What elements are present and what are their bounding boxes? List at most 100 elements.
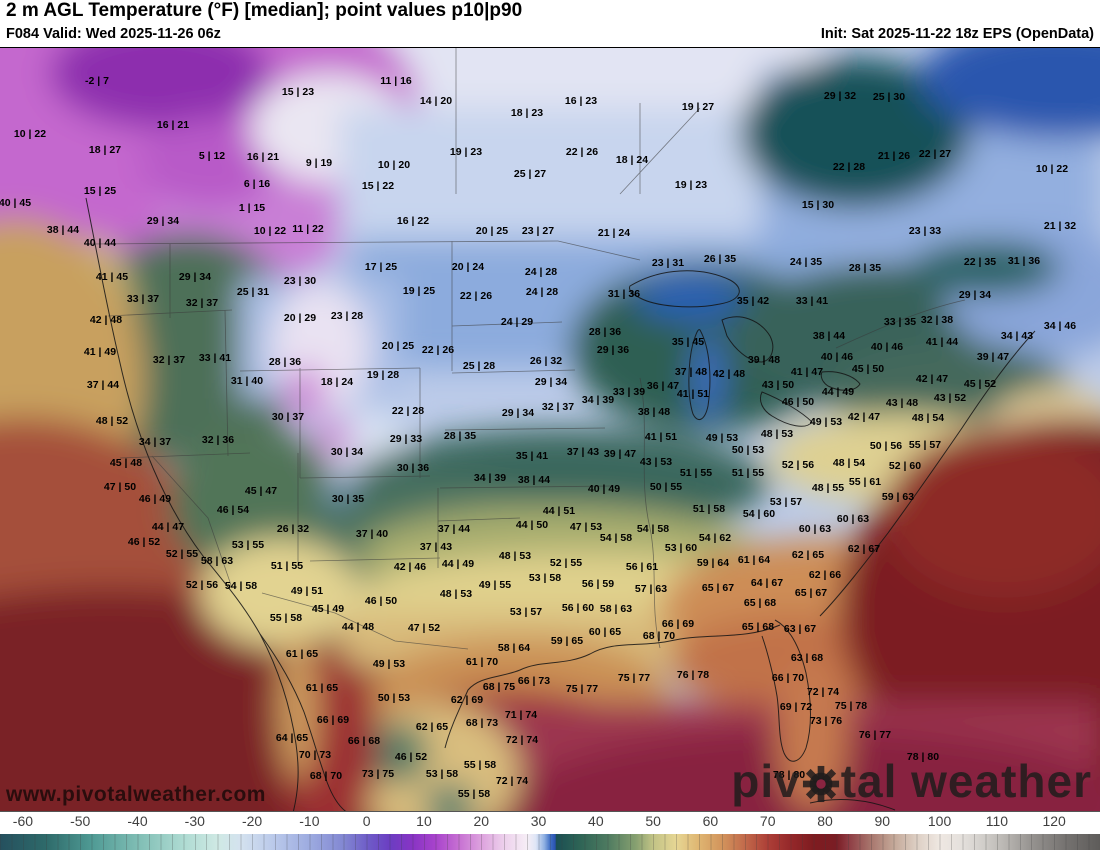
point-value: 1 | 15	[238, 202, 266, 214]
point-value: 40 | 46	[820, 351, 854, 363]
point-value: 18 | 24	[320, 376, 354, 388]
point-value: 16 | 23	[564, 95, 598, 107]
point-value: 61 | 65	[285, 648, 319, 660]
coastline-borders	[85, 197, 1036, 811]
colorbar-tick-label: -50	[70, 813, 91, 829]
colorbar-tick-label: 20	[473, 813, 490, 829]
point-value: 37 | 43	[566, 446, 600, 458]
colorbar-tick-label: 90	[874, 813, 891, 829]
point-value: 30 | 35	[331, 493, 365, 505]
point-value: 50 | 56	[869, 440, 903, 452]
point-value: 22 | 26	[459, 290, 493, 302]
point-value: 55 | 57	[908, 439, 942, 451]
point-value: 30 | 37	[271, 411, 305, 423]
point-value: 63 | 67	[783, 623, 817, 635]
point-value: 44 | 49	[441, 558, 475, 570]
valid-time: F084 Valid: Wed 2025-11-26 06z	[6, 26, 221, 42]
colorbar-tick-label: 0	[362, 813, 371, 829]
point-value: 75 | 77	[617, 672, 651, 684]
point-value: 51 | 58	[692, 503, 726, 515]
colorbar-tick-label: -10	[299, 813, 320, 829]
point-value: 14 | 20	[419, 95, 453, 107]
point-value: 41 | 51	[644, 431, 678, 443]
point-value: 35 | 41	[515, 450, 549, 462]
colorbar-tick-label: -40	[127, 813, 148, 829]
point-value: 62 | 65	[415, 721, 449, 733]
point-value: 63 | 68	[790, 652, 824, 664]
point-value: 51 | 55	[679, 467, 713, 479]
colorbar-tick-label: -20	[241, 813, 263, 829]
point-value: 66 | 69	[661, 618, 695, 630]
point-value: 52 | 55	[165, 548, 199, 560]
point-value: 19 | 25	[402, 285, 436, 297]
point-value: 53 | 55	[231, 539, 265, 551]
point-value: 38 | 44	[812, 330, 846, 342]
point-value: 45 | 47	[244, 485, 278, 497]
point-value: 44 | 51	[542, 505, 576, 517]
point-value: 42 | 48	[89, 314, 123, 326]
point-value: 23 | 33	[908, 225, 942, 237]
point-value: 64 | 65	[275, 732, 309, 744]
point-value: 48 | 54	[911, 412, 945, 424]
point-value: 48 | 55	[811, 482, 845, 494]
logo-text-suffix: tal weather	[840, 755, 1092, 807]
point-value: 48 | 53	[760, 428, 794, 440]
point-value: 49 | 53	[372, 658, 406, 670]
point-value: 44 | 47	[151, 521, 185, 533]
point-value: 62 | 66	[808, 569, 842, 581]
point-value: 42 | 46	[393, 561, 427, 573]
point-value: 54 | 58	[224, 580, 258, 592]
point-value: 40 | 49	[587, 483, 621, 495]
point-value: 21 | 26	[877, 150, 911, 162]
point-value: 24 | 35	[789, 256, 823, 268]
point-value: 59 | 65	[550, 635, 584, 647]
point-value: 5 | 12	[198, 150, 226, 162]
point-value: 48 | 53	[439, 588, 473, 600]
point-value: 65 | 68	[743, 597, 777, 609]
gear-icon	[802, 765, 839, 803]
point-value: 26 | 32	[276, 523, 310, 535]
colorbar-tick-label: -30	[184, 813, 205, 829]
point-value: 66 | 69	[316, 714, 350, 726]
colorbar-segment-lines	[0, 834, 1100, 850]
point-value: 38 | 44	[46, 224, 80, 236]
point-value: 16 | 22	[396, 215, 430, 227]
point-value: 22 | 28	[391, 405, 425, 417]
point-value: 33 | 35	[883, 316, 917, 328]
point-value: -2 | 7	[85, 75, 109, 87]
point-value: 29 | 32	[823, 90, 857, 102]
point-value: 40 | 45	[0, 197, 32, 209]
point-value: 46 | 52	[127, 536, 161, 548]
point-value: 37 | 40	[355, 528, 389, 540]
temperature-field-art	[0, 48, 1100, 811]
point-value: 22 | 28	[832, 161, 866, 173]
point-value: 46 | 50	[781, 396, 815, 408]
point-value: 40 | 44	[83, 237, 117, 249]
point-value: 41 | 47	[790, 366, 824, 378]
point-value: 45 | 48	[109, 457, 143, 469]
point-value: 29 | 33	[389, 433, 423, 445]
point-value: 78 | 80	[772, 769, 806, 781]
point-value: 57 | 63	[634, 583, 668, 595]
point-value: 66 | 70	[771, 672, 805, 684]
point-value: 60 | 63	[836, 513, 870, 525]
point-value: 55 | 58	[463, 759, 497, 771]
point-value: 47 | 52	[407, 622, 441, 634]
point-value: 42 | 47	[915, 373, 949, 385]
point-value: 65 | 67	[701, 582, 735, 594]
weather-map: -2 | 7 15 | 23 11 | 16 14 | 20 16 | 23 19 | 2…	[0, 47, 1100, 812]
point-value: 22 | 27	[918, 148, 952, 160]
point-value: 69 | 72	[779, 701, 813, 713]
point-value: 39 | 47	[603, 448, 637, 460]
point-value: 62 | 67	[847, 543, 881, 555]
point-value: 38 | 44	[517, 474, 551, 486]
point-value: 19 | 23	[449, 146, 483, 158]
point-value: 59 | 64	[696, 557, 730, 569]
point-value: 37 | 48	[674, 366, 708, 378]
point-value: 41 | 45	[95, 271, 129, 283]
point-value: 25 | 31	[236, 286, 270, 298]
point-value: 58 | 64	[497, 642, 531, 654]
point-value: 66 | 68	[347, 735, 381, 747]
point-value: 28 | 35	[443, 430, 477, 442]
point-value: 23 | 31	[651, 257, 685, 269]
